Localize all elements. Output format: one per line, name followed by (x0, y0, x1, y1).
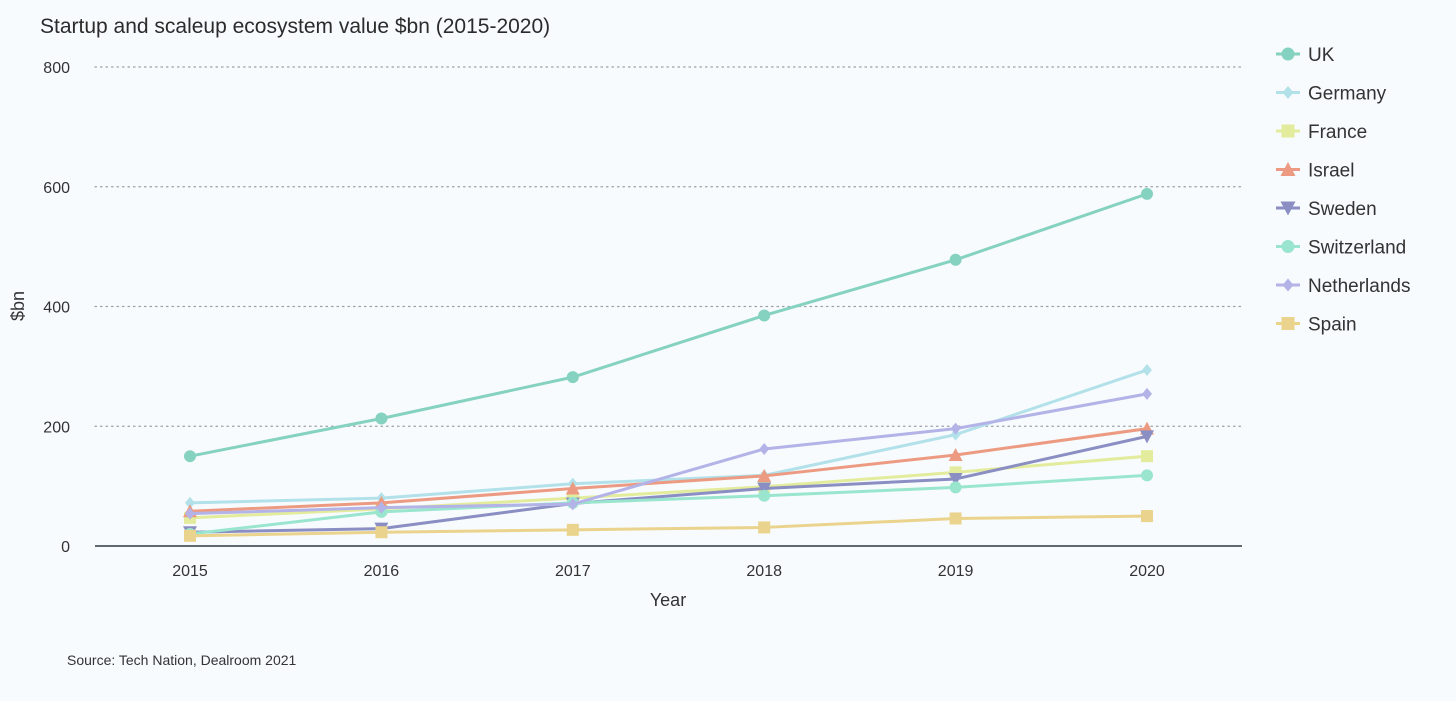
data-point (758, 309, 771, 322)
legend-label: UK (1308, 45, 1335, 66)
legend-marker (1281, 240, 1295, 253)
legend-item: Sweden (1276, 199, 1377, 220)
legend-label: Netherlands (1308, 276, 1410, 297)
data-point (566, 523, 579, 536)
data-point (949, 512, 962, 525)
series-israel (183, 421, 1154, 518)
x-tick-label: 2017 (555, 563, 591, 580)
legend-item: Germany (1276, 84, 1387, 105)
legend-label: Israel (1308, 161, 1354, 182)
data-point (184, 529, 196, 542)
data-point (759, 443, 770, 456)
legend-label: France (1308, 122, 1367, 143)
legend: UK Germany France Israel Sweden Switzerland Ne… (1276, 45, 1410, 336)
data-point (1142, 387, 1152, 400)
series-line (188, 514, 1149, 538)
data-point (757, 468, 772, 482)
data-point (1140, 430, 1154, 444)
series-france (184, 450, 1153, 524)
data-point (184, 450, 196, 463)
y-axis-label: $bn (8, 291, 28, 321)
data-point (949, 253, 962, 266)
legend-item: France (1276, 122, 1367, 143)
legend-item: Netherlands (1276, 276, 1410, 297)
data-point (376, 501, 387, 514)
series-line (188, 434, 1149, 534)
source-note: Source: Tech Nation, Dealroom 2021 (67, 652, 297, 668)
legend-label: Germany (1308, 84, 1387, 105)
data-point (1141, 450, 1153, 463)
legend-marker (1281, 317, 1295, 330)
series-line (188, 192, 1149, 458)
data-point (948, 472, 963, 486)
series-germany (185, 363, 1152, 509)
data-point (1141, 187, 1153, 200)
y-tick-label: 400 (43, 300, 70, 317)
data-point (567, 498, 578, 511)
data-point (375, 526, 388, 539)
data-point (758, 521, 771, 534)
data-point (950, 422, 961, 435)
x-tick-label: 2020 (1129, 563, 1165, 580)
legend-label: Spain (1308, 315, 1357, 336)
legend-marker (1282, 278, 1294, 292)
series-line (188, 454, 1149, 520)
data-point (758, 489, 771, 502)
data-point (757, 482, 772, 496)
legend-marker (1280, 201, 1296, 216)
series-layer (183, 187, 1154, 542)
legend-marker (1281, 47, 1295, 61)
data-point (948, 447, 963, 461)
data-point (375, 412, 388, 425)
series-line (188, 473, 1149, 536)
series-switzerland (184, 469, 1153, 541)
legend-item: Switzerland (1276, 238, 1406, 259)
x-tick-label: 2019 (938, 563, 974, 580)
x-axis-label: Year (650, 590, 686, 610)
series-uk (184, 187, 1153, 463)
y-tick-label: 600 (43, 180, 70, 197)
y-tick-label: 800 (43, 60, 70, 77)
data-point (1142, 363, 1152, 376)
series-spain (184, 510, 1153, 542)
x-tick-label: 2015 (172, 563, 208, 580)
x-tick-label: 2018 (746, 563, 782, 580)
grid-lines (94, 66, 1243, 427)
legend-label: Sweden (1308, 199, 1377, 220)
y-tick-label: 200 (43, 419, 70, 436)
x-tick-label: 2016 (364, 563, 400, 580)
series-line (188, 392, 1149, 516)
axes: 0 200 400 600 800 2015 2016 2017 2018 2019 2020 (43, 60, 1242, 580)
legend-marker (1280, 162, 1296, 176)
data-point (185, 507, 195, 520)
data-point (949, 481, 962, 494)
y-tick-label: 0 (61, 539, 70, 556)
series-netherlands (185, 387, 1152, 520)
series-line (188, 427, 1149, 513)
data-point (1141, 469, 1153, 482)
data-point (566, 371, 579, 384)
legend-item: UK (1276, 45, 1335, 66)
legend-marker (1282, 86, 1294, 99)
data-point (1141, 510, 1153, 523)
legend-label: Switzerland (1308, 238, 1406, 259)
legend-item: Spain (1276, 315, 1357, 336)
legend-marker (1281, 124, 1295, 138)
data-point (565, 481, 580, 495)
data-point (185, 496, 195, 509)
chart-title: Startup and scaleup ecosystem value $bn … (40, 15, 550, 38)
legend-item: Israel (1276, 161, 1354, 182)
